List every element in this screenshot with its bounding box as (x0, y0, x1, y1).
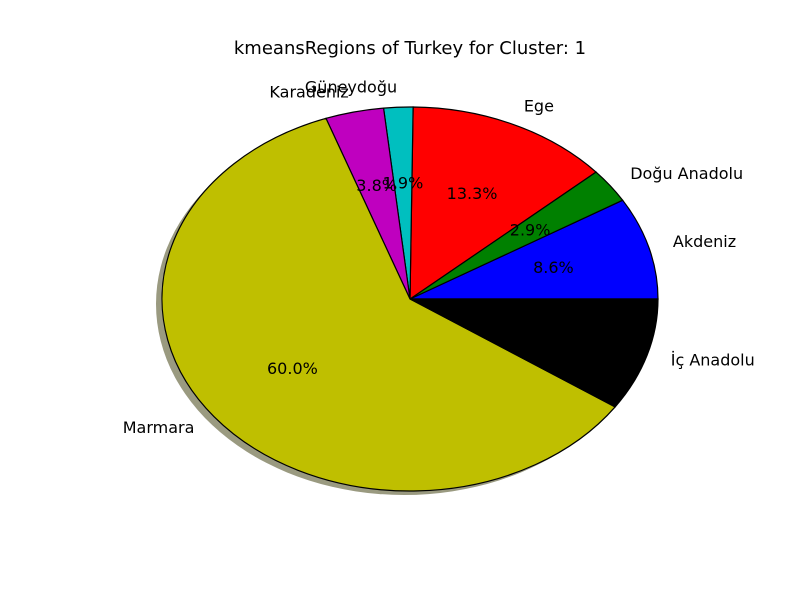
pie-labels: Akdeniz Doğu Anadolu Ege GüneydoğuKaradeniz… (123, 78, 755, 437)
slice-label-1: Doğu Anadolu (630, 164, 743, 183)
slice-percent-2: 13.3% (447, 184, 498, 203)
slice-label-5: Marmara (123, 418, 195, 437)
slice-label-2: Ege (524, 97, 554, 116)
slice-percent-4: 3.8% (356, 176, 397, 195)
chart-title: kmeansRegions of Turkey for Cluster: 1 (234, 38, 586, 59)
slice-percent-3: 1.9% (383, 173, 424, 192)
pie-slice-2 (409, 106, 598, 301)
pie-slice-6 (409, 298, 659, 408)
pie-percent-labels: 8.6% 2.9% 13.3% 1.9%3.8% 60.0% (267, 173, 574, 378)
slice-percent-1: 2.9% (510, 220, 551, 239)
slice-label-4: Karadeniz (269, 83, 348, 102)
slice-percent-0: 8.6% (533, 258, 574, 277)
slice-percent-5: 60.0% (267, 359, 318, 378)
slice-label-0: Akdeniz (673, 232, 736, 251)
slice-label-3: Güneydoğu (305, 78, 397, 97)
pie-slice-0 (409, 199, 659, 300)
pie-slice-5 (161, 117, 617, 492)
pie-slices (161, 106, 659, 492)
slice-label-6: İç Anadolu (671, 351, 755, 370)
